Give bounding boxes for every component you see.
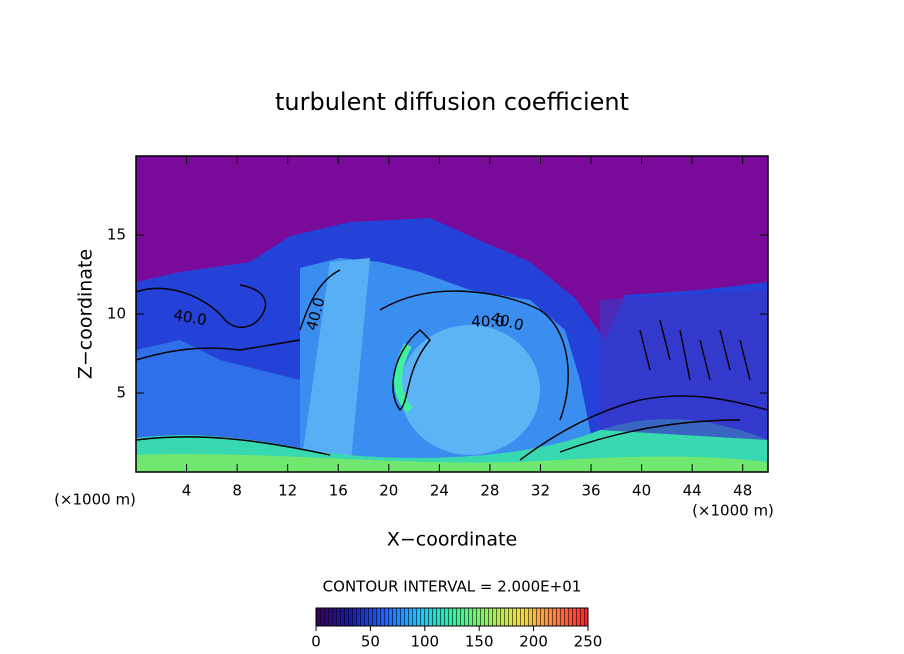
y-axis-label: Z−coordinate xyxy=(75,249,97,379)
x-tick-label: 4 xyxy=(182,482,192,500)
contour-lines xyxy=(136,269,768,461)
colorbar-tick-label: 50 xyxy=(361,633,380,651)
x-tick-label: 16 xyxy=(329,482,348,500)
x-unit-label: (×1000 m) xyxy=(692,502,774,520)
contour-interval: CONTOUR INTERVAL = 2.000E+01 xyxy=(323,578,582,596)
field-region xyxy=(300,258,370,472)
field xyxy=(136,156,768,472)
colorbar-tick-label: 100 xyxy=(410,633,439,651)
x-tick-label: 40 xyxy=(632,482,651,500)
x-tick-label: 20 xyxy=(379,482,398,500)
x-tick-label: 36 xyxy=(581,482,600,500)
colorbar-tick-label: 200 xyxy=(519,633,548,651)
x-tick-label: 24 xyxy=(430,482,449,500)
field-region xyxy=(400,325,540,455)
x-unit-label: (×1000 m) xyxy=(54,491,136,509)
field-region xyxy=(600,290,768,440)
x-tick-label: 28 xyxy=(480,482,499,500)
x-axis-label: X−coordinate xyxy=(387,529,517,551)
y-tick-label: 10 xyxy=(107,305,126,323)
chart-title: turbulent diffusion coefficient xyxy=(275,88,629,116)
field-region xyxy=(136,454,768,472)
contour-label: 40.0 xyxy=(471,313,504,331)
field-streak xyxy=(394,343,413,413)
contour-label: 40.0 xyxy=(172,306,208,330)
x-tick-label: 12 xyxy=(278,482,297,500)
x-tick-label: 48 xyxy=(733,482,752,500)
colorbar-stripes xyxy=(315,607,589,627)
y-tick-label: 15 xyxy=(107,226,126,244)
x-tick-label: 44 xyxy=(683,482,702,500)
colorbar-tick-label: 150 xyxy=(465,633,494,651)
colorbar-tick-label: 250 xyxy=(574,633,603,651)
y-tick-label: 5 xyxy=(116,384,126,402)
x-tick-label: 8 xyxy=(232,482,242,500)
x-tick-label: 32 xyxy=(531,482,550,500)
colorbar-tick-label: 0 xyxy=(311,633,321,651)
